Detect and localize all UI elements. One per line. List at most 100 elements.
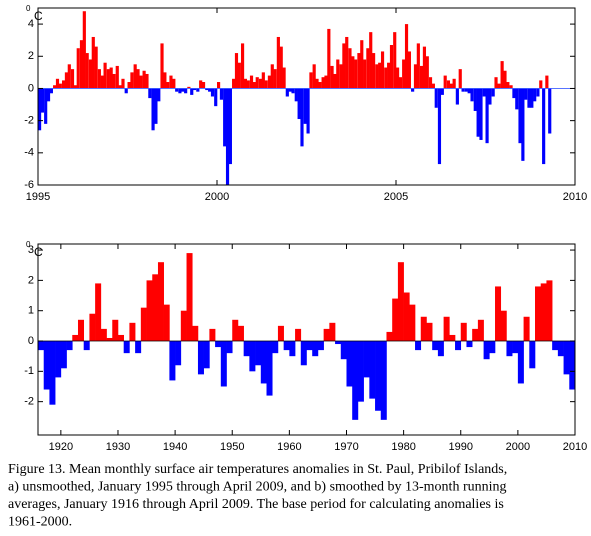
bar [214,88,218,107]
y-tick-label: -2 [24,396,34,408]
bar [524,88,528,100]
bar [483,341,490,360]
bar [318,82,322,89]
bar [467,88,471,94]
bar [300,88,304,147]
bar [336,59,340,89]
bar [152,274,159,342]
y-tick-label: 3 [28,244,34,256]
bar [103,62,107,89]
bar [387,62,391,89]
bar [184,88,188,94]
bar [518,88,522,144]
unit-label: C [34,245,43,259]
bar [130,72,134,89]
bar [380,51,385,89]
bar [55,78,60,89]
bar [500,310,507,342]
bar [363,59,367,89]
bar [354,59,358,89]
bar [503,70,507,89]
bar [329,322,336,342]
bar [70,69,75,89]
bar [38,341,45,351]
bar [345,36,349,89]
bar [232,78,236,89]
bar [440,88,444,95]
bar [443,316,450,342]
bar [409,304,416,342]
bar [38,88,42,131]
bar [243,78,248,89]
bar [351,56,355,89]
bar [166,82,170,89]
bar [294,88,298,102]
bar [203,341,210,369]
unit-label: C [34,9,43,23]
bar [482,88,486,97]
bar [295,328,302,342]
bar [473,88,477,111]
bar [300,341,307,366]
x-tick-label: 1930 [106,441,130,453]
bar [411,88,415,92]
bar [255,77,259,89]
bar [124,88,128,94]
bar [315,78,319,89]
bar [175,88,179,92]
bar [321,77,325,89]
bar [540,283,547,342]
plot-frame [37,7,576,186]
bar [109,67,113,89]
bar [437,341,444,357]
bar [219,88,224,100]
unit-degree: 0 [26,4,31,13]
x-tick-label: 2000 [506,441,530,453]
bar [428,77,433,89]
bar [323,328,330,342]
bar [479,88,483,140]
bar [193,88,197,91]
bar [240,43,245,89]
bar [117,334,124,342]
bar [135,341,142,354]
bar [261,72,265,89]
bar [289,341,296,357]
bar [512,88,516,99]
bar [129,322,136,342]
bar [61,80,66,89]
bar [464,88,468,92]
bar [100,75,104,89]
bar [527,88,531,108]
bar [291,88,295,94]
bar [160,43,164,89]
x-tick-label: 1960 [277,441,301,453]
bar [181,88,185,92]
plot-frame [37,243,576,436]
caption-line: averages, January 1916 through April 200… [8,497,504,512]
bar [199,80,203,89]
bar [397,262,404,342]
bar [306,341,313,351]
bar [106,337,113,342]
bar [509,85,513,89]
bar [55,341,62,378]
bar [378,62,382,89]
bar [506,341,513,357]
bar [106,69,110,89]
bar [163,304,170,342]
bar [297,88,301,120]
bar [283,341,290,351]
bar [258,78,263,89]
y-tick-label: 0 [28,335,34,347]
bar [237,325,244,342]
bar [192,325,199,342]
bar [142,70,146,89]
y-tick-label: 0 [28,82,34,94]
bar [360,40,364,89]
bar [416,43,420,89]
bar [243,341,250,357]
bar [437,88,442,165]
bar [375,341,382,411]
